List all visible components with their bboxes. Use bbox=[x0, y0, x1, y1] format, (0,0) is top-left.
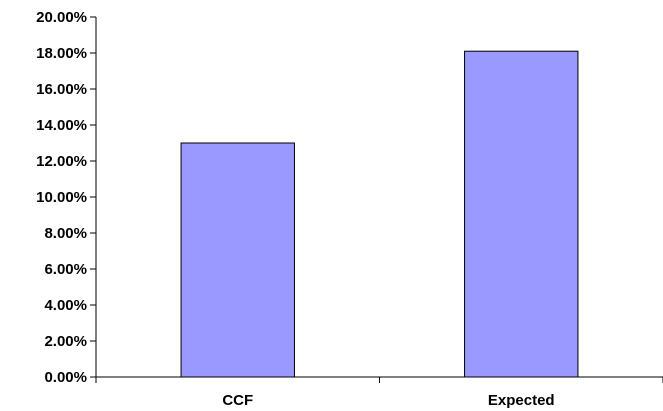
x-category-label: CCF bbox=[222, 392, 253, 409]
y-tick-label: 10.00% bbox=[36, 189, 87, 206]
x-category-label: Expected bbox=[488, 392, 555, 409]
y-tick-label: 20.00% bbox=[36, 9, 87, 26]
y-tick-label: 6.00% bbox=[44, 261, 87, 278]
y-tick-label: 4.00% bbox=[44, 297, 87, 314]
y-axis-ticks: 0.00% 2.00% 4.00% 6.00% 8.00% 10.00% 12.00% 14.… bbox=[36, 9, 96, 386]
bar-ccf bbox=[180, 142, 295, 378]
y-tick-label: 12.00% bbox=[36, 153, 87, 170]
y-tick-label: 8.00% bbox=[44, 225, 87, 242]
x-axis-ticks: CCF Expected bbox=[95, 377, 663, 409]
y-tick-label: 14.00% bbox=[36, 117, 87, 134]
bar-expected bbox=[464, 50, 579, 378]
y-tick-label: 18.00% bbox=[36, 45, 87, 62]
y-tick-label: 16.00% bbox=[36, 81, 87, 98]
y-tick-label: 2.00% bbox=[44, 333, 87, 350]
y-tick-label: 0.00% bbox=[44, 369, 87, 386]
bars-group bbox=[180, 50, 579, 378]
